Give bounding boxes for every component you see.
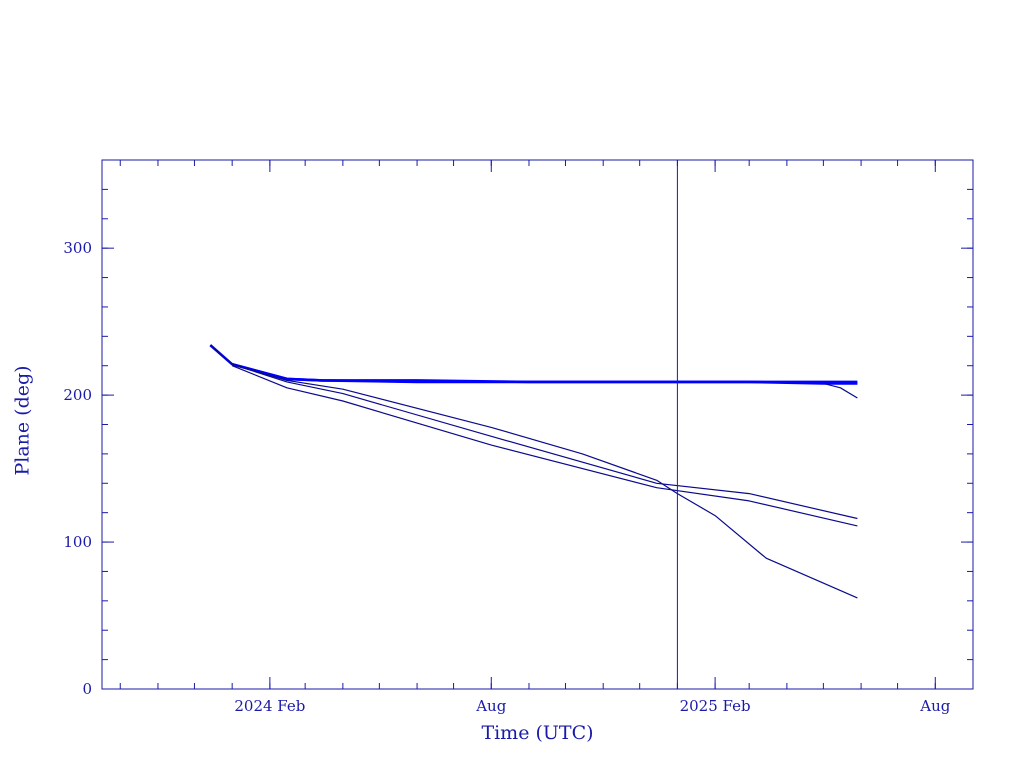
x-tick-label: Aug (475, 697, 506, 715)
y-tick-label: 300 (63, 239, 92, 257)
x-tick-labels: 2024 Feb Aug 2025 Feb Aug (234, 697, 950, 715)
series-line-2 (231, 363, 858, 385)
y-tick-label: 200 (63, 386, 92, 404)
y-tick-label: 0 (82, 680, 92, 698)
x-axis-title: Time (UTC) (481, 722, 593, 744)
minor-ticks (102, 160, 973, 690)
plot-frame (101, 159, 974, 690)
series-line-5 (232, 363, 858, 520)
series-line-4 (209, 344, 858, 599)
y-axis-title: Plane (deg) (12, 365, 34, 475)
x-tick-label: 2025 Feb (680, 697, 751, 715)
series-line-6 (231, 365, 858, 527)
y-tick-labels: 0 100 200 300 (63, 239, 92, 698)
series-line-3 (823, 382, 858, 399)
x-tick-label: 2024 Feb (234, 697, 305, 715)
series-line-1 (209, 344, 858, 384)
series-layer (209, 344, 858, 599)
y-tick-label: 100 (63, 533, 92, 551)
x-tick-label: Aug (919, 697, 950, 715)
